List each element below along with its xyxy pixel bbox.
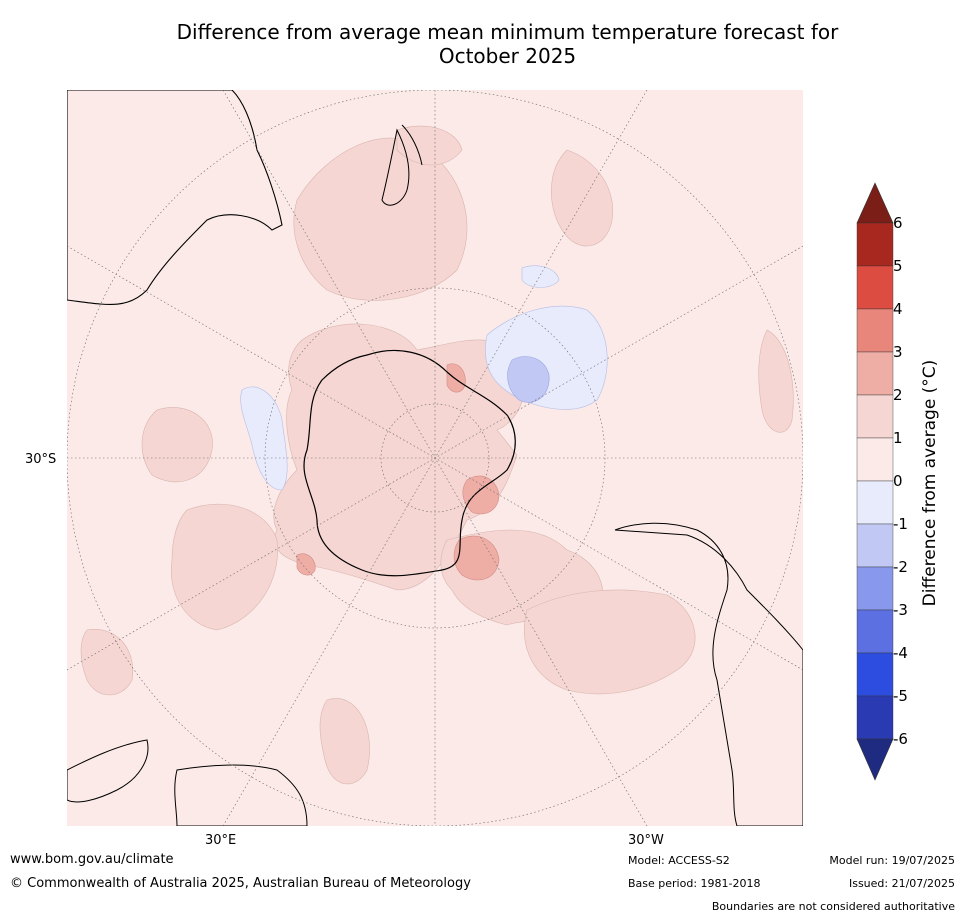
- colorbar-tick: 3: [893, 343, 903, 361]
- east-antarctic-cool-region: [240, 386, 288, 491]
- colorbar-tick: -4: [893, 644, 908, 662]
- colorbar-band-0-1: [856, 437, 894, 482]
- polar-map-svg: [67, 90, 803, 826]
- map-title-line1: Difference from average mean minimum tem…: [176, 20, 839, 44]
- peninsula-warm-patch: [462, 475, 500, 515]
- east-antarctic-warm-patch: [296, 553, 316, 576]
- footer-base-period: Base period: 1981-2018: [628, 877, 761, 890]
- colorbar-tick: 6: [893, 214, 903, 232]
- colorbar-band-3-4: [856, 308, 894, 353]
- lon-label-30e: 30°E: [205, 833, 237, 848]
- anomaly-minus1-to-0-regions: [240, 265, 608, 491]
- graticule: [67, 90, 803, 826]
- atlantic-anomaly-region: [524, 589, 696, 695]
- colorbar: [856, 182, 894, 781]
- graticule-circle-75s: [380, 403, 490, 513]
- colorbar-tick: -5: [893, 687, 908, 705]
- colorbar-tick: -3: [893, 601, 908, 619]
- map-title-line2: October 2025: [438, 44, 577, 68]
- colorbar-band-m4-m3: [856, 609, 894, 654]
- colorbar-band-4-5: [856, 265, 894, 310]
- map-title: Difference from average mean minimum tem…: [0, 20, 965, 68]
- colorbar-max-arrow: [856, 182, 894, 224]
- colorbar-band-m1-0: [856, 480, 894, 525]
- colorbar-tick: -2: [893, 558, 908, 576]
- colorbar-tick: 4: [893, 300, 903, 318]
- colorbar-tick: 1: [893, 429, 903, 447]
- footer-copyright: © Commonwealth of Australia 2025, Austra…: [10, 876, 471, 891]
- footer-disclaimer: Boundaries are not considered authoritat…: [711, 900, 955, 913]
- colorbar-band-1-2: [856, 394, 894, 439]
- colorbar-tick: -1: [893, 515, 908, 533]
- pacific-anomaly-region: [551, 149, 614, 247]
- nz-north-anomaly-region: [396, 125, 463, 166]
- anomaly-1-to-2-regions: [80, 125, 794, 785]
- anomaly-2-to-3-regions: [296, 363, 500, 581]
- colorbar-band-m2-m1: [856, 523, 894, 568]
- colorbar-min-arrow: [856, 738, 894, 781]
- colorbar-band-m6-m5: [856, 695, 894, 740]
- antarctica-coastline: [303, 349, 516, 577]
- footer-issued: Issued: 21/07/2025: [848, 877, 955, 890]
- pacific-cool-spot: [521, 265, 560, 288]
- east-pacific-anomaly-region: [758, 329, 794, 433]
- colorbar-tick: 0: [893, 472, 903, 490]
- colorbar-title: Difference from average (°C): [920, 359, 940, 607]
- africa-coastline: [67, 739, 308, 826]
- australia-coastline: [67, 90, 283, 305]
- amundsen-strong-cool-patch: [507, 356, 550, 403]
- indian-south-anomaly-region: [319, 698, 370, 785]
- colorbar-band-5-6: [856, 222, 894, 267]
- lat-label-30s: 30°S: [25, 452, 57, 467]
- polar-map: [67, 90, 803, 826]
- tasman-anomaly-region: [293, 137, 468, 301]
- meridian-30: [222, 90, 648, 826]
- new-zealand-coastline: [381, 124, 423, 206]
- footer-website: www.bom.gov.au/climate: [10, 852, 174, 867]
- colorbar-band-2-3: [856, 351, 894, 396]
- south-america-coastline: [614, 522, 803, 826]
- colorbar-band-m5-m4: [856, 652, 894, 697]
- colorbar-tick: -6: [893, 730, 908, 748]
- graticule-circle-60s: [264, 287, 606, 629]
- indian-anomaly-region: [141, 407, 213, 483]
- footer-model-run: Model run: 19/07/2025: [829, 854, 955, 867]
- colorbar-band-m3-m2: [856, 566, 894, 611]
- south-indian-anomaly-region: [170, 503, 278, 631]
- colorbar-tick: 5: [893, 257, 903, 275]
- colorbar-tick: 2: [893, 386, 903, 404]
- footer-model: Model: ACCESS-S2: [628, 854, 730, 867]
- weddell-warm-patch: [453, 535, 500, 581]
- lon-label-30w: 30°W: [628, 833, 664, 848]
